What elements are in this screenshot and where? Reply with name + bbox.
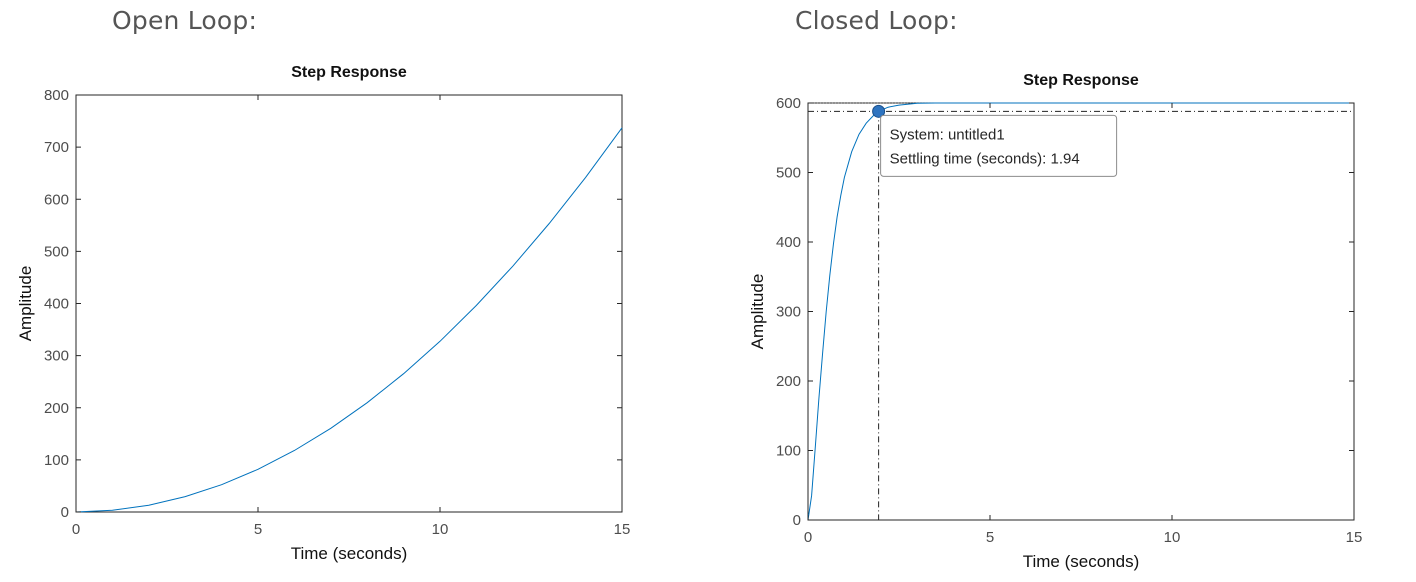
- chart2-y-tick-label: 300: [776, 304, 801, 321]
- open-loop-heading: Open Loop:: [112, 6, 258, 35]
- chart2-y-axis-label: Amplitude: [748, 274, 767, 350]
- chart1-x-tick-label: 0: [72, 521, 80, 538]
- chart2-y-tick-label: 500: [776, 165, 801, 182]
- chart2-title: Step Response: [1023, 72, 1139, 89]
- chart1-x-axis-label: Time (seconds): [291, 544, 408, 563]
- chart1-y-tick-label: 400: [44, 296, 69, 313]
- chart1-y-tick-label: 300: [44, 348, 69, 365]
- chart1-y-tick-label: 200: [44, 400, 69, 417]
- chart2-y-tick-label: 100: [776, 443, 801, 460]
- chart2-y-tick-label: 400: [776, 234, 801, 251]
- chart1-y-tick-label: 500: [44, 243, 69, 260]
- chart1-y-tick-label: 0: [61, 504, 69, 521]
- chart2-x-axis-label: Time (seconds): [1023, 552, 1140, 571]
- chart1-series-line: [75, 127, 623, 513]
- chart1-y-tick-label: 600: [44, 191, 69, 208]
- chart2-x-tick-label: 5: [986, 529, 994, 546]
- chart2-datatip-marker: [872, 104, 886, 118]
- chart1-y-tick-label: 100: [44, 452, 69, 469]
- chart1-title: Step Response: [291, 64, 407, 81]
- chart1-y-tick-label: 700: [44, 139, 69, 156]
- chart2-y-tick-label: 200: [776, 373, 801, 390]
- chart2-y-tick-label: 600: [776, 95, 801, 112]
- chart1-y-axis-label: Amplitude: [16, 266, 35, 342]
- chart1-x-tick-label: 10: [432, 521, 449, 538]
- chart1-x-tick-label: 5: [254, 521, 262, 538]
- chart2-datatip-line1: System: untitled1: [890, 126, 1005, 143]
- chart2-y-tick-label: 0: [793, 512, 801, 529]
- chart2-x-tick-label: 0: [804, 529, 812, 546]
- chart2-series-line: [807, 102, 1354, 521]
- chart1-plot-area: [75, 94, 623, 513]
- chart2-x-tick-label: 15: [1346, 529, 1363, 546]
- closed-loop-heading: Closed Loop:: [795, 6, 958, 35]
- chart1-y-tick-label: 800: [44, 87, 69, 104]
- chart2-x-tick-label: 10: [1164, 529, 1181, 546]
- chart2-datatip-box: [880, 114, 1118, 177]
- chart2-datatip-line2: Settling time (seconds): 1.94: [890, 150, 1080, 167]
- chart1-x-tick-label: 15: [614, 521, 631, 538]
